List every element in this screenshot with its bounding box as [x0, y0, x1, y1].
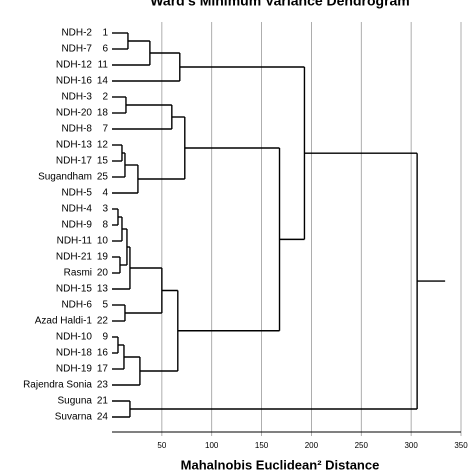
- x-tick-label: 250: [355, 441, 369, 450]
- leaf-label: Rasmi: [64, 268, 92, 279]
- leaf-number: 5: [102, 300, 108, 311]
- leaf-label: NDH-4: [61, 204, 92, 215]
- x-tick-label: 150: [255, 441, 269, 450]
- leaf-number: 15: [97, 156, 109, 167]
- leaf-label: NDH-17: [56, 156, 93, 167]
- leaf-label: NDH-8: [61, 124, 92, 135]
- leaf-label: NDH-21: [56, 252, 93, 263]
- leaf-number: 6: [102, 44, 108, 55]
- leaf-label: NDH-19: [56, 364, 93, 375]
- chart-title: Ward's Minimum Variance Dendrogram: [150, 0, 410, 9]
- leaf-number: 20: [97, 268, 109, 279]
- leaf-number: 4: [102, 188, 108, 199]
- x-tick-label: 50: [157, 441, 166, 450]
- leaf-label: Suvarna: [55, 412, 93, 423]
- leaf-label: NDH-3: [61, 92, 92, 103]
- leaf-number: 19: [97, 252, 109, 263]
- leaf-number: 21: [97, 396, 109, 407]
- leaf-number: 12: [97, 140, 109, 151]
- leaf-label: NDH-20: [56, 108, 93, 119]
- x-tick-label: 350: [454, 441, 468, 450]
- leaf-number: 22: [97, 316, 109, 327]
- leaf-number: 17: [97, 364, 109, 375]
- leaf-number: 9: [102, 332, 108, 343]
- leaf-label: NDH-5: [61, 188, 92, 199]
- leaf-number: 8: [102, 220, 108, 231]
- leaf-label: NDH-18: [56, 348, 93, 359]
- leaf-number: 16: [97, 348, 109, 359]
- leaf-label: NDH-16: [56, 76, 93, 87]
- leaf-label: NDH-11: [57, 236, 93, 247]
- leaf-number: 11: [98, 60, 109, 71]
- leaf-label: NDH-6: [61, 300, 92, 311]
- leaf-number: 14: [97, 76, 109, 87]
- leaf-label: NDH-10: [56, 332, 93, 343]
- leaf-label: Rajendra Sonia: [23, 380, 92, 391]
- x-tick-label: 200: [305, 441, 319, 450]
- leaf-label: NDH-7: [61, 44, 92, 55]
- leaf-number: 3: [102, 204, 108, 215]
- leaf-label: NDH-15: [56, 284, 93, 295]
- leaf-label: NDH-2: [61, 28, 92, 39]
- leaf-number: 7: [102, 124, 108, 135]
- leaf-number: 18: [97, 108, 109, 119]
- leaf-label: NDH-9: [61, 220, 92, 231]
- leaf-label: Sugandham: [38, 172, 92, 183]
- leaf-number: 23: [97, 380, 109, 391]
- leaf-number: 24: [97, 412, 109, 423]
- leaf-number: 13: [97, 284, 109, 295]
- leaf-label: Suguna: [58, 396, 93, 407]
- x-axis-label: Mahalnobis Euclidean² Distance: [181, 457, 380, 472]
- x-tick-label: 300: [404, 441, 418, 450]
- leaf-number: 25: [97, 172, 109, 183]
- leaf-number: 1: [102, 28, 108, 39]
- leaf-number: 10: [97, 236, 109, 247]
- leaf-label: NDH-12: [56, 60, 93, 71]
- leaf-number: 2: [102, 92, 108, 103]
- leaf-label: Azad Haldi-1: [35, 316, 93, 327]
- leaf-label: NDH-13: [56, 140, 93, 151]
- x-tick-label: 100: [205, 441, 219, 450]
